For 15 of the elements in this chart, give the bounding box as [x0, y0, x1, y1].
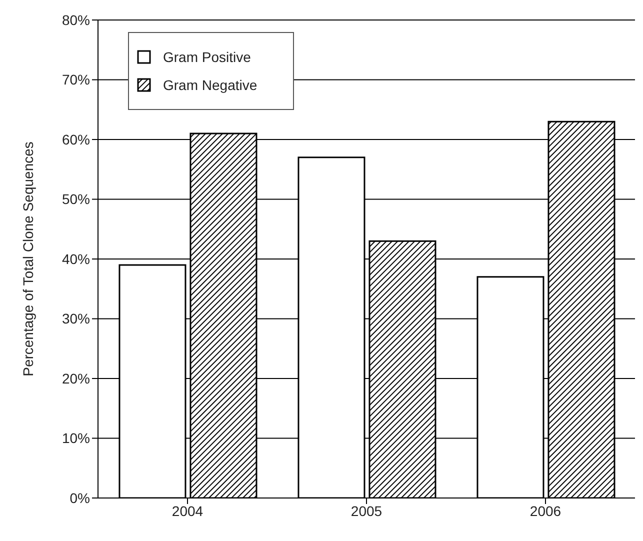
y-tick-label: 50% — [62, 191, 90, 208]
legend-label: Gram Negative — [162, 77, 258, 93]
x-tick-label: 2006 — [530, 502, 562, 519]
legend-label: Gram Positive — [162, 49, 252, 65]
y-tick-label: 30% — [62, 310, 90, 327]
y-tick-label: 70% — [62, 72, 90, 88]
y-axis-title: Percentage of Total Clone Sequences — [20, 142, 36, 376]
y-tick-label: 20% — [62, 370, 90, 386]
x-tick-label: 2004 — [172, 502, 204, 519]
y-tick-label: 60% — [62, 131, 90, 148]
x-tick-label: 2005 — [350, 502, 382, 519]
y-tick-label: 80% — [62, 12, 90, 28]
y-tick-label: 10% — [62, 430, 90, 446]
y-tick-label: 40% — [62, 250, 90, 267]
y-tick-label: 0% — [70, 490, 90, 506]
